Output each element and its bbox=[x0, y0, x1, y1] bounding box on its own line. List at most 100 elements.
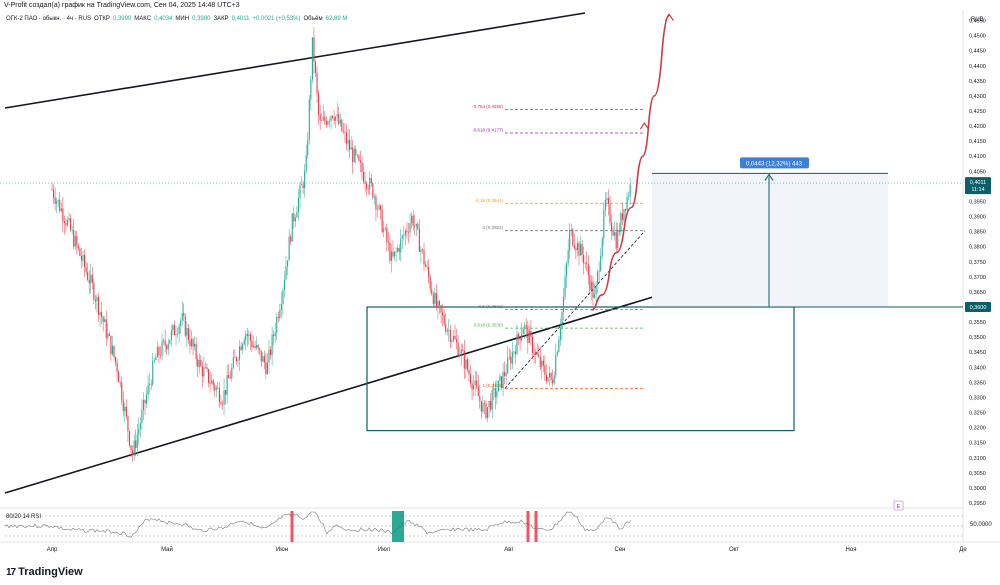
candle-body bbox=[411, 215, 413, 224]
open-value: 0,3990 bbox=[112, 16, 132, 22]
candle-body bbox=[572, 229, 574, 245]
candle-body bbox=[361, 162, 363, 173]
low-label: МИН bbox=[175, 16, 190, 22]
candle-body bbox=[598, 270, 600, 272]
candle-body bbox=[581, 244, 583, 256]
candle-body bbox=[525, 325, 527, 327]
candle-body bbox=[144, 399, 146, 404]
candle-body bbox=[147, 384, 149, 395]
candle-body bbox=[494, 388, 496, 398]
high-value: 0,4034 bbox=[154, 16, 173, 22]
candle-body bbox=[428, 267, 430, 278]
price-tick-label: 0,3450 bbox=[969, 350, 986, 356]
candle-body bbox=[107, 333, 109, 338]
candle-body bbox=[271, 334, 273, 355]
candle-body bbox=[369, 177, 371, 190]
candle-body bbox=[603, 210, 605, 239]
candle-body bbox=[110, 335, 112, 355]
candle-body bbox=[545, 374, 547, 382]
fib-level-label: -0,618 (0,4177) bbox=[472, 128, 503, 133]
credit-text: V-Profit создал(а) график на TradingView… bbox=[4, 2, 240, 9]
key-level-badge bbox=[965, 301, 991, 312]
candle-body bbox=[324, 116, 326, 121]
candle-body bbox=[138, 429, 140, 435]
candle-body bbox=[564, 276, 566, 298]
tradingview-brand[interactable]: 17 TradingView bbox=[6, 566, 83, 578]
candle-body bbox=[141, 410, 143, 424]
candle-body bbox=[124, 406, 126, 412]
candle-body bbox=[186, 328, 188, 336]
candle-body bbox=[283, 279, 286, 291]
candle-body bbox=[401, 235, 403, 239]
candle-body bbox=[307, 140, 309, 156]
candle-body bbox=[200, 359, 202, 366]
rsi-indicator-label[interactable]: 80/20 14 RSI bbox=[6, 514, 42, 520]
candle-body bbox=[363, 172, 365, 182]
candle-body bbox=[375, 196, 377, 210]
candle-body bbox=[91, 274, 93, 283]
candle-body bbox=[378, 205, 380, 210]
candle-body bbox=[327, 121, 329, 125]
candle-body bbox=[166, 345, 168, 350]
price-tick-label: 0,4050 bbox=[969, 169, 986, 175]
candle-body bbox=[79, 248, 81, 256]
candle-body bbox=[597, 271, 599, 286]
fib-level-label: 0,618 (0,3530) bbox=[474, 323, 504, 328]
candle-body bbox=[352, 147, 354, 162]
candle-body bbox=[328, 120, 330, 122]
candle-body bbox=[297, 197, 299, 213]
candle-body bbox=[344, 131, 346, 133]
symbol-legend[interactable]: ОГК-2 ПАО · обыкн. · 4ч · RUS ОТКР 0,3990… bbox=[6, 16, 347, 22]
candle-body bbox=[415, 223, 417, 227]
candle-body bbox=[423, 250, 425, 265]
price-tick-label: 0,3900 bbox=[969, 215, 986, 221]
candle-body bbox=[493, 388, 495, 391]
candle-body bbox=[156, 347, 158, 358]
time-tick-label: Апр bbox=[47, 547, 58, 553]
candle-body bbox=[462, 349, 464, 351]
candle-body bbox=[583, 255, 585, 264]
time-tick-label: Июн bbox=[276, 547, 288, 553]
candle-body bbox=[319, 115, 321, 121]
candle-body bbox=[139, 423, 141, 430]
candle-body bbox=[132, 450, 134, 456]
candle-body bbox=[469, 374, 472, 384]
candle-body bbox=[409, 223, 411, 233]
candle-body bbox=[505, 373, 507, 376]
candle-body bbox=[482, 402, 484, 412]
candle-body bbox=[77, 245, 79, 249]
candle-body bbox=[451, 340, 453, 342]
candle-body bbox=[172, 325, 174, 331]
candle-body bbox=[314, 61, 317, 73]
candle-body bbox=[220, 402, 222, 405]
candle-body bbox=[66, 219, 69, 226]
price-tick-label: 0,4500 bbox=[969, 34, 986, 40]
price-tick-label: 0,4250 bbox=[969, 109, 986, 115]
candle-body bbox=[311, 37, 313, 80]
candle-body bbox=[163, 340, 165, 342]
candle-body bbox=[400, 238, 402, 253]
event-marker-box bbox=[893, 500, 904, 511]
candle-body bbox=[294, 217, 296, 222]
candle-body bbox=[313, 37, 315, 62]
candle-body bbox=[159, 355, 162, 356]
candle-body bbox=[225, 390, 227, 395]
candle-body bbox=[358, 155, 360, 161]
candle-body bbox=[562, 297, 565, 313]
candle-body bbox=[119, 382, 121, 383]
candle-body bbox=[296, 212, 298, 218]
candle-body bbox=[561, 312, 563, 329]
candle-body bbox=[606, 198, 608, 201]
candle-body bbox=[510, 356, 512, 364]
symbol-name[interactable]: ОГК-2 ПАО · обыкн. · 4ч · RUS bbox=[6, 16, 92, 22]
candle-body bbox=[403, 235, 405, 236]
candle-body bbox=[146, 394, 148, 404]
fib-level-label: -0,18 (0,3944) bbox=[475, 198, 504, 203]
rsi-value-label: 50,0000 bbox=[970, 522, 992, 528]
candle-body bbox=[504, 372, 506, 376]
candle-body bbox=[549, 373, 551, 378]
candle-body bbox=[198, 359, 200, 368]
candle-body bbox=[115, 357, 117, 363]
